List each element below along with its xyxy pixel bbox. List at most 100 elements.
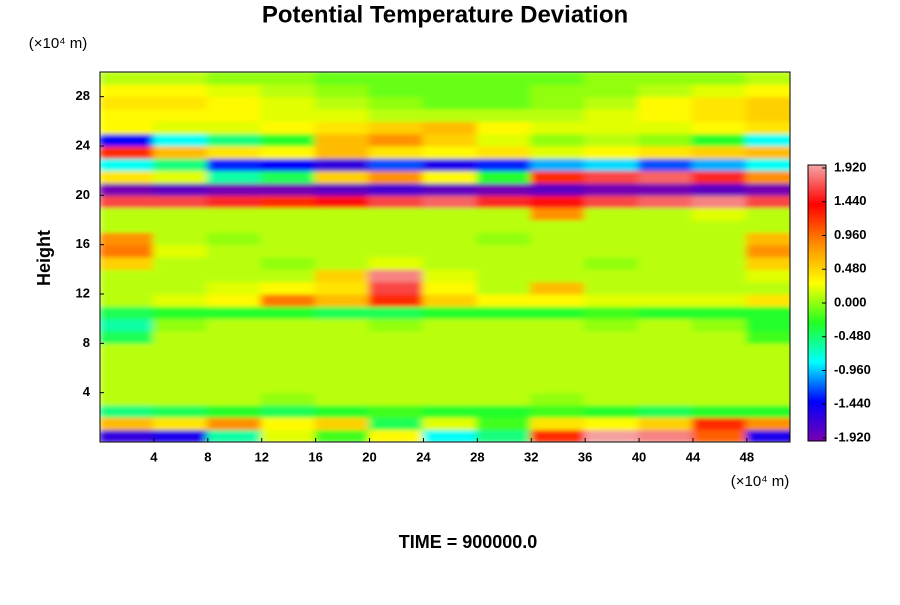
cell xyxy=(691,268,748,283)
cell xyxy=(530,182,587,196)
cell xyxy=(476,145,533,159)
cell xyxy=(152,268,209,283)
cell xyxy=(206,342,263,357)
cell xyxy=(691,96,748,110)
cell xyxy=(206,182,263,196)
cell xyxy=(530,416,587,431)
cell xyxy=(100,342,155,357)
cell xyxy=(745,293,790,307)
cell xyxy=(368,72,425,85)
cell xyxy=(691,342,748,357)
cell xyxy=(584,404,641,418)
cell xyxy=(368,145,425,159)
cell xyxy=(638,83,694,98)
cell xyxy=(314,330,371,344)
cell xyxy=(152,256,209,270)
cell xyxy=(638,231,694,246)
cell xyxy=(368,182,425,196)
cell xyxy=(476,194,533,209)
cell xyxy=(691,182,748,196)
cell xyxy=(638,194,694,209)
cell xyxy=(368,281,425,295)
cell xyxy=(638,330,694,344)
cell xyxy=(745,108,790,122)
colorbar-tick-label: -1.920 xyxy=(834,429,871,444)
cell xyxy=(152,120,209,135)
cell xyxy=(206,404,263,418)
x-tick-label: 12 xyxy=(254,449,268,464)
cell xyxy=(422,305,479,320)
cell xyxy=(584,83,641,98)
cell xyxy=(314,231,371,246)
cell xyxy=(206,207,263,221)
cell xyxy=(314,392,371,406)
cell xyxy=(260,244,317,258)
cell xyxy=(745,429,790,442)
cell xyxy=(368,416,425,431)
cell xyxy=(422,367,479,381)
cell xyxy=(152,355,209,369)
cell xyxy=(422,108,479,122)
cell xyxy=(530,404,587,418)
cell xyxy=(745,404,790,418)
cell xyxy=(691,330,748,344)
cell xyxy=(206,108,263,122)
cell xyxy=(100,404,155,418)
cell xyxy=(691,83,748,98)
cell xyxy=(314,355,371,369)
cell xyxy=(691,305,748,320)
cell xyxy=(422,392,479,406)
cell xyxy=(530,133,587,147)
cell xyxy=(260,120,317,135)
cell xyxy=(100,268,155,283)
cell xyxy=(422,145,479,159)
cell xyxy=(368,429,425,442)
cell xyxy=(745,145,790,159)
cell xyxy=(260,268,317,283)
cell xyxy=(745,72,790,85)
cell xyxy=(638,96,694,110)
cell xyxy=(422,96,479,110)
cell xyxy=(476,268,533,283)
cell xyxy=(368,244,425,258)
cell xyxy=(530,231,587,246)
cell xyxy=(260,256,317,270)
cell xyxy=(422,157,479,172)
cell xyxy=(584,194,641,209)
cell xyxy=(638,207,694,221)
cell xyxy=(100,416,155,431)
y-tick-label: 16 xyxy=(76,236,90,251)
cell xyxy=(584,157,641,172)
cell xyxy=(638,404,694,418)
cell xyxy=(745,219,790,233)
cell xyxy=(422,83,479,98)
cell xyxy=(691,231,748,246)
cell xyxy=(152,96,209,110)
colorbar-tick-label: 1.920 xyxy=(834,159,867,174)
cell xyxy=(530,305,587,320)
cell xyxy=(476,108,533,122)
cell xyxy=(530,330,587,344)
cell xyxy=(530,170,587,184)
cell xyxy=(368,404,425,418)
cell xyxy=(152,392,209,406)
cell xyxy=(314,318,371,332)
cell xyxy=(584,355,641,369)
cell xyxy=(476,355,533,369)
cell xyxy=(584,145,641,159)
cell xyxy=(422,72,479,85)
field xyxy=(100,72,790,442)
x-tick-label: 44 xyxy=(686,449,701,464)
cell xyxy=(314,244,371,258)
cell xyxy=(100,194,155,209)
cell xyxy=(206,244,263,258)
cell xyxy=(422,355,479,369)
y-unit-label: (×10⁴ m) xyxy=(29,35,88,52)
cell xyxy=(206,429,263,442)
cell xyxy=(422,244,479,258)
y-tick-label: 28 xyxy=(76,88,90,103)
cell xyxy=(422,318,479,332)
cell xyxy=(260,355,317,369)
cell xyxy=(100,355,155,369)
